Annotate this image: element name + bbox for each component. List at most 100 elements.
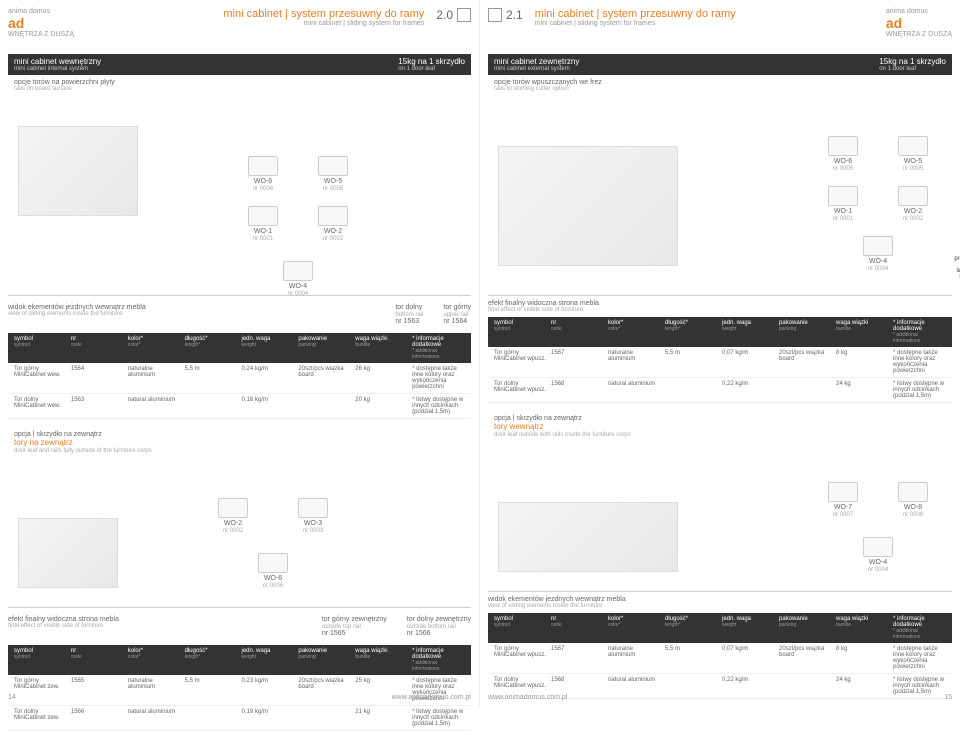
part-label: WO-2nr 0002 (218, 498, 248, 534)
part-label: WO-4nr 0004 (863, 236, 893, 272)
table-cell: Tor dolny MiniCabinet wew. (12, 396, 69, 416)
table-col-head: * informacje dodatkowe* additional infor… (891, 615, 948, 641)
logo: anima domus ad WNĘTRZA Z DUSZĄ (886, 8, 952, 38)
table-row: Tor górny MiniCabinet zew.1565naturalne … (8, 675, 471, 706)
table-row: Tor dolny MiniCabinet zew.1566natural al… (8, 706, 471, 731)
table-cell: 1564 (69, 365, 126, 391)
table-cell: * dostępne także inne kolory oraz wykońc… (410, 365, 467, 391)
table-cell: 20szt/pcs wiązka board (777, 349, 834, 375)
table-cell: 20szt/pcs wiązka board (777, 645, 834, 671)
page-right: 2.1 mini cabinet | system przesuwny do r… (480, 0, 960, 707)
part-label: WO-3nr 0003 (298, 498, 328, 534)
table-col-head: kolor*color* (126, 647, 183, 673)
part-label: WO-1nr 0001 (828, 186, 858, 222)
part-label: WO-7nr 0007 (828, 482, 858, 518)
logo: anima domus ad WNĘTRZA Z DUSZĄ (8, 8, 74, 38)
table-cell: 20szt/pcs wiązka board (296, 365, 353, 391)
part-label: WO-4nr 0004 (283, 261, 313, 297)
table-cell: 0,22 kg/m (720, 380, 777, 400)
spec-table-2: symbolsymbolnrcodekolor*color*długość*le… (8, 645, 471, 731)
section-2: opcja | skrzydło na zewnątrz tory na zew… (8, 427, 471, 731)
footer-url: www.animadomus.com.pl (392, 694, 471, 701)
table-col-head: jedn. wagaweight (720, 319, 777, 345)
system-title: mini cabinet wewnętrzny (14, 57, 101, 66)
opts-title: opcje torów na powierzchni płyty (14, 79, 465, 86)
table-cell: naturalne aluminium (606, 349, 663, 375)
options-row: opcje torów wpuszczanych we frez rails t… (488, 75, 952, 96)
table-cell: 24 kg (834, 380, 891, 400)
table-cell: natural aluminium (126, 396, 183, 416)
version: 2.1 (506, 8, 523, 22)
page-title: mini cabinet | system przesuwny do ramy (535, 8, 878, 20)
page-number: 15 (944, 694, 952, 701)
table-cell (296, 708, 353, 728)
catalog-spread: anima domus ad WNĘTRZA Z DUSZĄ mini cabi… (0, 0, 960, 707)
part-label: WO-4nr 0004 (863, 537, 893, 573)
part-label: WO-5nr 0005 (318, 156, 348, 192)
table-col-head: jedn. wagaweight (720, 615, 777, 641)
table-col-head: długość*length* (663, 615, 720, 641)
table-col-head: jedn. wagaweight (240, 335, 297, 361)
page-subtitle: mini cabinet | sliding system for frames (82, 20, 424, 27)
table-cell: natural aluminium (126, 708, 183, 728)
footer-url: www.animadomus.com.pl (488, 694, 567, 701)
rail-label: tor górnyupper railnr 1564 (443, 304, 471, 325)
iso-drawing (498, 146, 678, 266)
table-cell (663, 380, 720, 400)
load-spec: 15kg na 1 skrzydło (879, 57, 946, 66)
table-col-head: jedn. wagaweight (240, 647, 297, 673)
load-sub: on 1 door leaf (398, 66, 465, 72)
page-title: mini cabinet | system przesuwny do ramy (82, 8, 424, 20)
logo-bottom: WNĘTRZA Z DUSZĄ (8, 31, 74, 38)
table-cell: 8 kg (834, 645, 891, 671)
captions-row: widok ekementów jezdnych wewnątrz mebla … (8, 300, 471, 329)
table-cell: Tor górny MiniCabinet wew. (12, 365, 69, 391)
opcja-accent: tory na zewnątrz (14, 438, 73, 447)
layout-icon (488, 8, 502, 22)
part-label: WO-2nr 0002 (898, 186, 928, 222)
table-row: Tor dolny MiniCabinet wpusz.1568natural … (488, 378, 952, 403)
caption-1: efekt finalny widoczna strona mebla fina… (488, 300, 952, 313)
table-cell: 24 kg (834, 676, 891, 696)
version: 2.0 (436, 8, 453, 22)
spec-table-1: symbolsymbolnrcodekolor*color*długość*le… (488, 317, 952, 403)
table-cell (183, 396, 240, 416)
table-col-head: * informacje dodatkowe* additional infor… (891, 319, 948, 345)
table-cell: 26 kg (353, 365, 410, 391)
header-left: anima domus ad WNĘTRZA Z DUSZĄ mini cabi… (8, 8, 471, 44)
opcja-label: opcja | skrzydło na zewnątrz (14, 431, 102, 438)
table-col-head: * informacje dodatkowe* additional infor… (410, 647, 467, 673)
table-cell: 0,22 kg/m (720, 676, 777, 696)
table-cell: 8 kg (834, 349, 891, 375)
table-cell (663, 676, 720, 696)
footer: 14 www.animadomus.com.pl (8, 694, 471, 701)
table-cell: Tor dolny MiniCabinet wpusz. (492, 676, 549, 696)
rail-label: tor górny zewnętrznyoutside top railnr 1… (322, 616, 387, 637)
table-cell: 5,5 m (663, 349, 720, 375)
table-cell: 0,24 kg/m (240, 365, 297, 391)
table-col-head: nrcode (549, 615, 606, 641)
table-cell: 1568 (549, 676, 606, 696)
table-row: Tor górny MiniCabinet wpusz.1567naturaln… (488, 347, 952, 378)
system-bar: mini cabinet zewnętrzny mini cabinet ext… (488, 54, 952, 75)
rail-label: tor dolnybottom railnr 1563 (395, 304, 423, 325)
table-cell: 5,5 m (183, 365, 240, 391)
system-title: mini cabinet zewnętrzny (494, 57, 579, 66)
system-bar: mini cabinet wewnętrzny mini cabinet int… (8, 54, 471, 75)
table-cell: 5,5 m (663, 645, 720, 671)
spec-table-1: symbolsymbolnrcodekolor*color*długość*le… (8, 333, 471, 419)
table-cell: Tor dolny MiniCabinet wpusz. (492, 380, 549, 400)
table-cell: 0,18 kg/m (240, 396, 297, 416)
table-col-head: * informacje dodatkowe* additional infor… (410, 335, 467, 361)
table-cell: * listwy dostępne w innych odcinkach (po… (410, 396, 467, 416)
table-cell (777, 380, 834, 400)
iso-drawing-2 (498, 502, 678, 572)
table-col-head: symbolsymbol (12, 335, 69, 361)
table-col-head: nrcode (549, 319, 606, 345)
table-col-head: nrcode (69, 647, 126, 673)
table-cell: natural aluminium (606, 676, 663, 696)
table-cell: 20 kg (353, 396, 410, 416)
table-row: Tor dolny MiniCabinet wew.1563natural al… (8, 394, 471, 419)
layout-icon (457, 8, 471, 22)
table-cell: * listwy dostępne w innych odcinkach (po… (410, 708, 467, 728)
